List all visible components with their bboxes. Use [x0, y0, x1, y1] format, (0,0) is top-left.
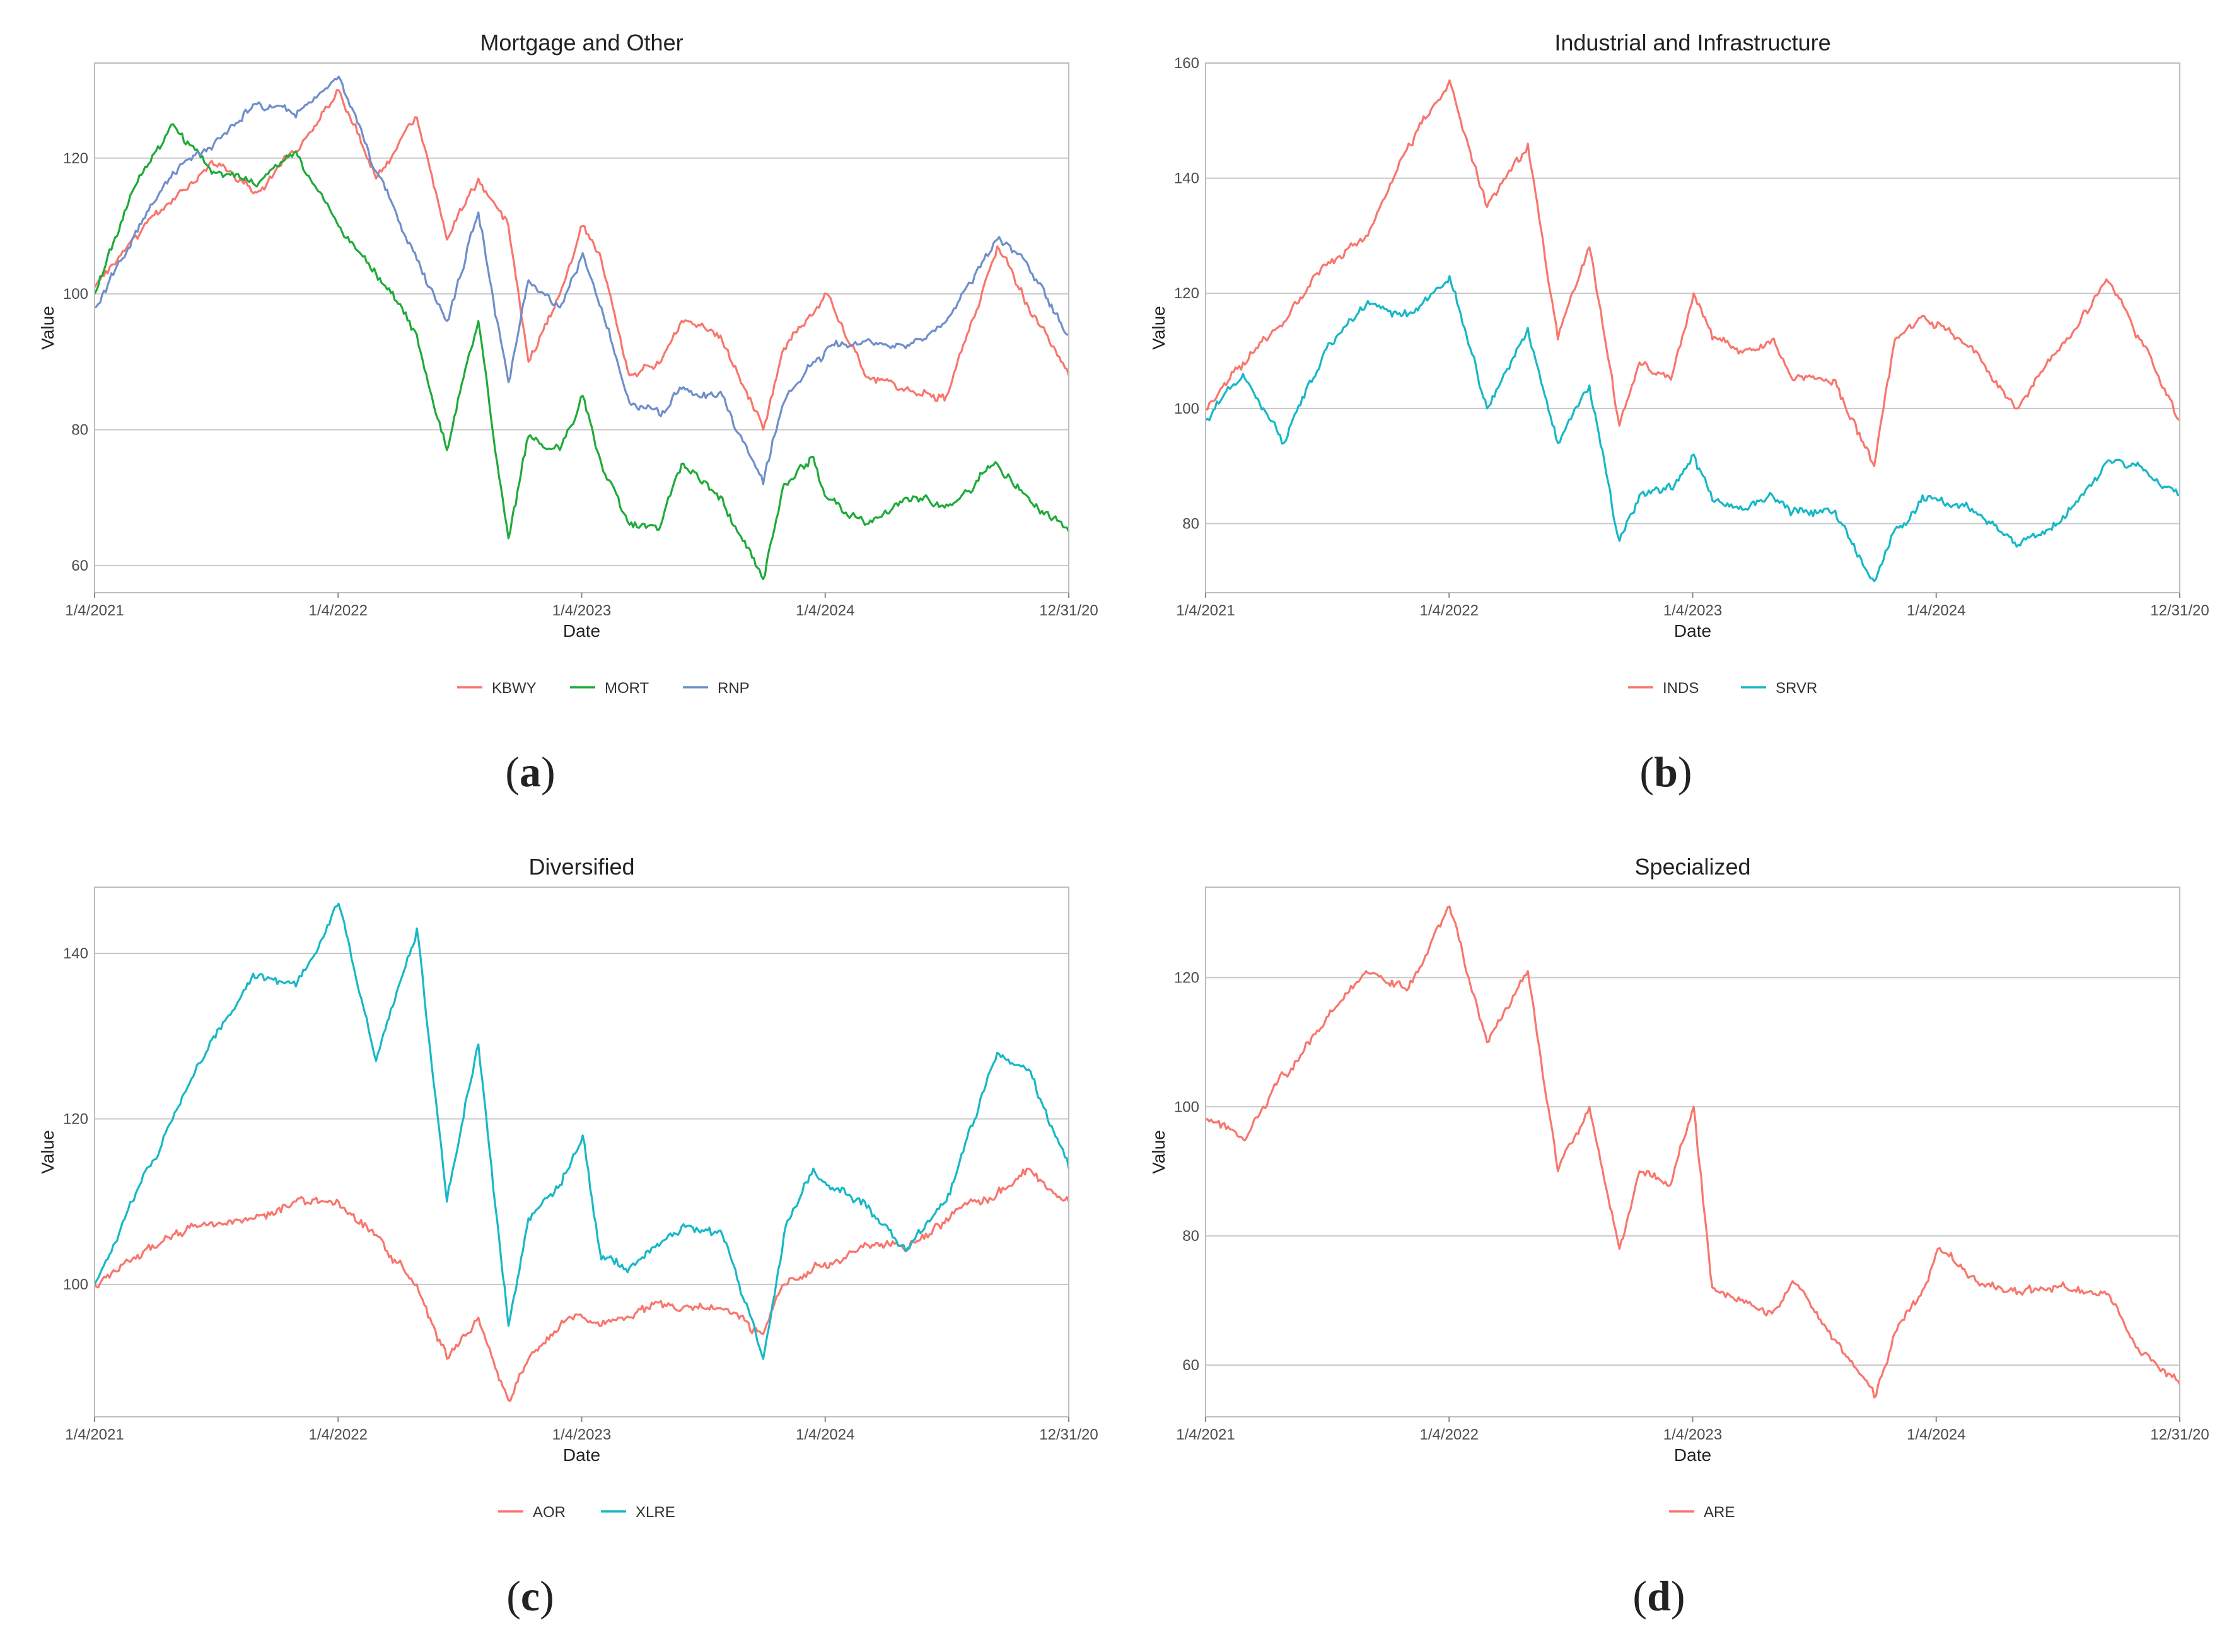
x-tick-label: 1/4/2024 — [1907, 602, 1965, 619]
legend-label-SRVR: SRVR — [1776, 680, 1817, 697]
x-tick-label: 1/4/2024 — [796, 602, 854, 619]
y-tick-label: 80 — [71, 422, 88, 439]
series-line-SRVR — [1205, 275, 2180, 583]
x-axis-label: Date — [1674, 621, 1711, 641]
x-tick-label: 1/4/2024 — [1907, 1426, 1965, 1443]
x-tick-label: 1/4/2022 — [1420, 602, 1479, 619]
plot-border — [1205, 62, 2180, 593]
series-line-KBWY — [93, 89, 1070, 431]
x-tick-label: 1/4/2021 — [65, 602, 124, 619]
x-tick-label: 12/31/20 — [1039, 1426, 1098, 1443]
legend-label-INDS: INDS — [1663, 680, 1699, 697]
y-tick-label: 120 — [1174, 969, 1199, 986]
y-tick-label: 120 — [1174, 285, 1199, 302]
y-tick-label: 80 — [1182, 515, 1199, 532]
x-tick-label: 1/4/2022 — [309, 1426, 368, 1443]
x-axis-label: Date — [1674, 1445, 1711, 1465]
y-tick-label: 140 — [1174, 170, 1199, 187]
chart-b: Industrial and Infrastructure 80 100 120 140… — [1149, 30, 2209, 697]
y-axis-label: Value — [1149, 306, 1168, 350]
y-tick-label: 120 — [63, 150, 88, 167]
x-tick-label: 1/4/2022 — [1420, 1426, 1479, 1443]
y-tick-label: 120 — [63, 1111, 88, 1128]
chart-d: Specialized 60 80 100 120 1/4/2021 1/4/2022 1/4… — [1149, 854, 2209, 1521]
x-tick-label: 12/31/20 — [1039, 602, 1098, 619]
y-tick-label: 100 — [1174, 400, 1199, 417]
legend-label-ARE: ARE — [1704, 1504, 1735, 1521]
panel-b: Industrial and Infrastructure 80 100 120 140… — [1111, 0, 2222, 824]
x-tick-label: 1/4/2023 — [552, 602, 611, 619]
y-tick-label: 100 — [63, 1276, 88, 1293]
x-axis-label: Date — [563, 1445, 600, 1465]
plot-border — [1205, 887, 2180, 1417]
panel-d: Specialized 60 80 100 120 1/4/2021 1/4/2022 1/4… — [1111, 824, 2222, 1649]
y-tick-label: 140 — [63, 945, 88, 962]
panel-c: Diversified 100 120 140 1/4/2021 1/4/2022 1/4/… — [0, 824, 1111, 1649]
y-tick-label: 60 — [1182, 1357, 1199, 1374]
y-tick-label: 100 — [63, 286, 88, 303]
x-tick-label: 1/4/2021 — [1176, 1426, 1235, 1443]
y-tick-label: 60 — [71, 557, 88, 574]
legend-label-MORT: MORT — [605, 680, 649, 697]
y-tick-label: 100 — [1174, 1098, 1199, 1115]
legend-label-XLRE: XLRE — [636, 1504, 675, 1521]
legend-label-AOR: AOR — [533, 1504, 566, 1521]
legend-label-RNP: RNP — [718, 680, 750, 697]
x-tick-label: 1/4/2024 — [796, 1426, 854, 1443]
panel-label-d: d — [1647, 1572, 1671, 1620]
y-axis-label: Value — [1149, 1130, 1168, 1174]
chart-title: Industrial and Infrastructure — [1554, 30, 1830, 55]
x-tick-label: 1/4/2023 — [1663, 602, 1722, 619]
y-tick-label: 160 — [1174, 55, 1199, 72]
panel-a: Mortgage and Other 60 80 100 120 1/4/2021 1/4/… — [0, 0, 1111, 824]
x-axis-label: Date — [563, 621, 600, 641]
panel-caption-a: (a) — [505, 748, 556, 796]
series-line-INDS — [1205, 79, 2180, 467]
y-tick-label: 80 — [1182, 1228, 1199, 1245]
y-axis-label: Value — [38, 1130, 57, 1174]
plot-border — [94, 887, 1069, 1417]
chart-title: Diversified — [528, 854, 634, 880]
legend-label-KBWY: KBWY — [492, 680, 537, 697]
panel-caption-c: (c) — [506, 1572, 554, 1620]
panel-label-a: a — [520, 748, 541, 796]
panel-label-c: c — [520, 1572, 540, 1620]
panel-caption-b: (b) — [1639, 748, 1692, 796]
x-tick-label: 1/4/2021 — [65, 1426, 124, 1443]
series-line-MORT — [93, 123, 1070, 581]
x-tick-label: 1/4/2021 — [1176, 602, 1235, 619]
x-tick-label: 1/4/2022 — [309, 602, 368, 619]
x-tick-label: 12/31/20 — [2150, 1426, 2209, 1443]
series-line-ARE — [1205, 905, 2181, 1399]
chart-title: Specialized — [1634, 854, 1750, 880]
panel-caption-d: (d) — [1632, 1572, 1685, 1620]
panel-label-b: b — [1654, 748, 1678, 796]
x-tick-label: 12/31/20 — [2150, 602, 2209, 619]
series-line-RNP — [94, 75, 1069, 486]
chart-a: Mortgage and Other 60 80 100 120 1/4/2021 1/4/… — [38, 30, 1098, 697]
series-line-XLRE — [93, 902, 1070, 1360]
chart-title: Mortgage and Other — [480, 30, 683, 55]
plot-border — [94, 62, 1069, 593]
y-axis-label: Value — [38, 306, 57, 350]
x-tick-label: 1/4/2023 — [1663, 1426, 1722, 1443]
x-tick-label: 1/4/2023 — [552, 1426, 611, 1443]
chart-c: Diversified 100 120 140 1/4/2021 1/4/2022 1/4/… — [38, 854, 1098, 1521]
